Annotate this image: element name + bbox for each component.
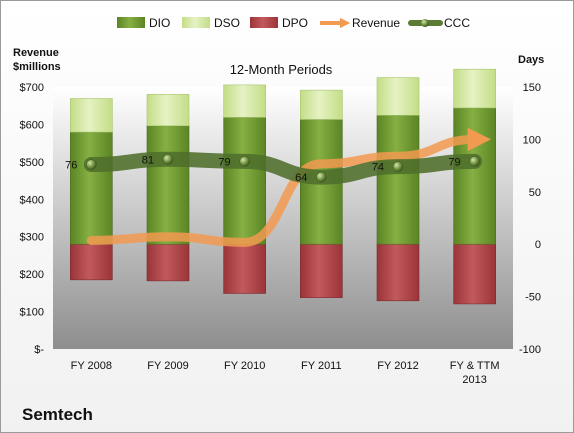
chart-title: 12-Month Periods	[230, 62, 333, 77]
category-label: FY 2011	[301, 360, 342, 372]
left-tick-label: $600	[20, 119, 44, 131]
ccc-point	[392, 161, 404, 172]
ccc-data-label: 76	[65, 160, 77, 172]
left-tick-label: $200	[20, 269, 44, 281]
ccc-point	[239, 156, 250, 167]
left-axis-ticks: $- $100 $200 $300 $400 $500 $600 $700	[20, 82, 45, 356]
dso-bar	[146, 94, 190, 127]
dio-bar	[70, 131, 113, 245]
left-tick-label: $300	[20, 232, 44, 244]
left-tick-label: $400	[20, 194, 44, 206]
dso-bar	[70, 98, 113, 133]
category-label-line: FY 2008	[71, 360, 112, 372]
ccc-series: 76 81 79 64 74 79	[65, 151, 483, 185]
dpo-bar	[376, 243, 420, 302]
ccc-data-label: 74	[372, 162, 384, 174]
left-tick-label: $500	[20, 157, 44, 169]
dpo-bar	[300, 243, 343, 298]
category-label: FY 2010	[224, 360, 265, 372]
plot-area	[53, 87, 513, 349]
left-axis-title-line1: Revenue	[13, 47, 59, 59]
dio-bar	[146, 125, 190, 245]
legend: DIO DSO DPO Revenue CCC	[117, 16, 470, 30]
category-label-line: FY 2009	[147, 360, 188, 372]
legend-dso-swatch	[182, 17, 210, 28]
ccc-point	[86, 159, 97, 170]
dso-bar	[453, 68, 496, 109]
category-label: FY 2009	[147, 360, 188, 372]
dio-bar	[376, 114, 420, 245]
ccc-data-label: 64	[295, 172, 307, 184]
ccc-point	[316, 171, 327, 183]
left-tick-label: $100	[20, 307, 44, 319]
ccc-data-label: 79	[218, 156, 230, 168]
category-label: FY 2008	[71, 360, 112, 372]
legend-dso-label: DSO	[214, 16, 240, 30]
right-axis-ticks: -100 -50 0 50 100 150	[519, 82, 541, 356]
revenue-line	[86, 127, 492, 247]
right-tick-label: 150	[523, 82, 541, 94]
revenue-series	[86, 127, 492, 247]
dio-bar	[223, 117, 266, 245]
right-tick-label: 50	[529, 187, 541, 199]
ccc-data-label: 81	[142, 154, 154, 166]
right-tick-label: -100	[519, 344, 541, 356]
category-label-line: FY 2012	[377, 360, 418, 372]
dpo-bar	[453, 243, 496, 305]
legend-dio-swatch	[117, 17, 145, 28]
ccc-point	[162, 154, 174, 165]
dio-bar	[453, 107, 496, 245]
right-tick-label: 100	[523, 134, 541, 146]
legend-dio-label: DIO	[149, 16, 170, 30]
category-label: FY 2012	[377, 360, 418, 372]
category-label-line: FY 2011	[301, 360, 342, 372]
category-label-line: 2013	[462, 374, 486, 386]
dpo-bar	[146, 243, 190, 282]
category-label-line: FY 2010	[224, 360, 265, 372]
ccc-line	[83, 151, 483, 185]
right-axis-title: Days	[518, 54, 544, 66]
legend-dpo-label: DPO	[282, 16, 308, 30]
category-labels: FY 2008 FY 2009 FY 2010 FY 2011 FY 2012 FY & …	[71, 360, 500, 386]
dpo-bar	[223, 243, 266, 294]
dpo-bar	[70, 243, 113, 281]
dso-bar	[300, 89, 343, 120]
dso-bar	[376, 77, 420, 116]
left-tick-label: $-	[34, 344, 44, 356]
category-label-line: FY & TTM	[450, 360, 500, 372]
left-tick-label: $700	[20, 82, 44, 94]
legend-ccc-marker	[421, 19, 429, 27]
category-label: FY & TTM 2013	[450, 360, 500, 386]
dso-bar	[223, 84, 266, 118]
legend-ccc-label: CCC	[444, 16, 470, 30]
ccc-data-label: 79	[448, 156, 460, 168]
right-tick-label: 0	[535, 239, 541, 251]
company-name: Semtech	[22, 405, 93, 424]
legend-revenue-label: Revenue	[352, 16, 400, 30]
left-axis-title-line2: $millions	[13, 61, 61, 73]
legend-dpo-swatch	[250, 17, 278, 28]
ccc-point	[469, 156, 480, 167]
right-tick-label: -50	[525, 292, 541, 304]
